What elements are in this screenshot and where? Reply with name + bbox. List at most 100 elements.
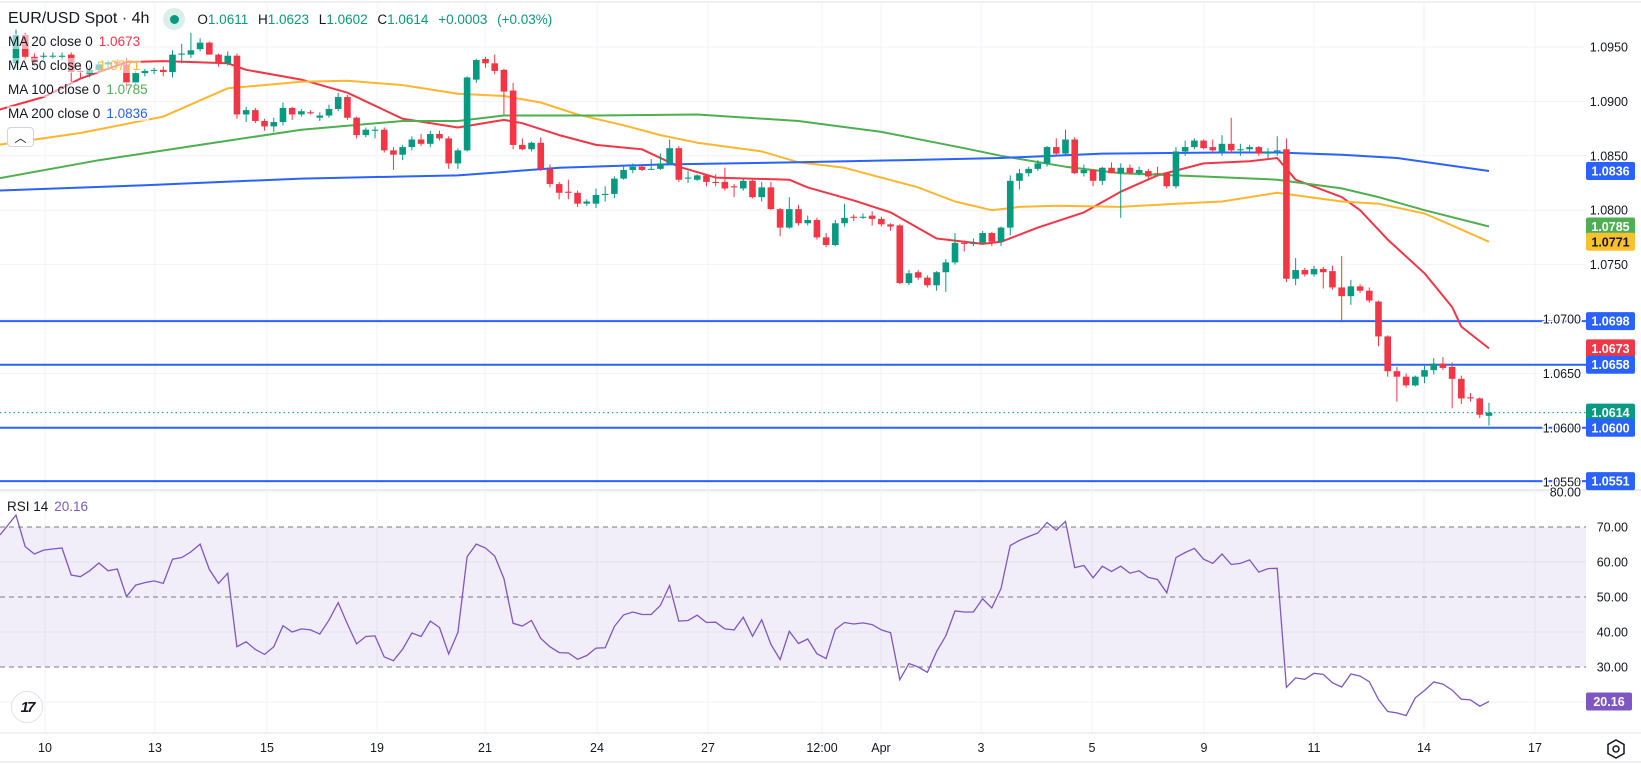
legend-ma200[interactable]: MA 200 close 0 1.0836 [7,106,149,121]
candle [390,147,397,170]
candle [850,214,858,222]
candle-body [1402,376,1410,386]
candle-body [1154,173,1161,175]
candle [868,211,876,226]
price-tag: 1.0600 [1586,418,1635,437]
candle-body [1117,167,1125,174]
legend-ma20[interactable]: MA 20 close 0 1.0673 [7,34,142,49]
price-tag: 1.0836 [1586,162,1635,181]
chevron-up-icon: ︿ [14,130,27,145]
candle-body [850,216,858,218]
candle [252,107,259,124]
rsi-line [0,513,1490,717]
price-tag-value: 1.0658 [1591,358,1629,372]
candle [408,136,416,151]
candle-body [1301,270,1309,275]
candle-body [123,64,130,83]
candle-body [574,192,581,204]
candle-body [58,55,66,57]
horizontal-lines[interactable] [0,320,1586,483]
candle [519,138,526,151]
candle [1467,392,1474,402]
candle [1218,135,1226,156]
candle [914,270,922,280]
price-tag: 1.0698 [1586,312,1635,331]
candle [279,102,287,126]
price-tag-value: 1.0785 [1591,220,1629,234]
candle [583,199,591,206]
candle [1283,138,1290,283]
change-value: +0.0003 [438,11,488,27]
candle-body [40,55,47,57]
candle-body [371,129,379,131]
candle [1237,143,1244,156]
legend-ma100[interactable]: MA 100 close 0 1.0785 [7,82,149,97]
candle-body [758,187,765,198]
candle [657,153,664,170]
candle-body [1172,151,1180,187]
candle-body [832,223,839,246]
legend-label: MA 100 close 0 [8,82,101,97]
candle [592,188,600,209]
candle-body [786,209,793,228]
candle-body [804,219,812,224]
change-percent: (+0.03%) [497,11,553,27]
ma-line-ma200 [0,151,1490,192]
candle-body [666,148,673,164]
price-tag-bg [1586,418,1635,437]
candle [1089,168,1097,187]
candle [703,174,710,187]
candle-body [988,233,996,242]
candle-body [436,134,443,139]
legend-ma50[interactable]: MA 50 close 0 1.0771 [7,58,142,73]
axes[interactable]: 10 13 15 19 21 24 27 12:00 Apr 3 5 9 11 14 17 1.0950 1.0… [38,41,1628,756]
price-tag-value: 1.0673 [1591,342,1629,356]
candle-body [1071,139,1078,174]
candle [1310,265,1318,277]
candle-body [1485,412,1493,416]
price-tag: 1.0673 [1586,339,1635,358]
legend-label: MA 20 close 0 [8,34,93,49]
price-tag-bg [1586,312,1635,331]
candle [1412,375,1419,387]
candle [1071,137,1078,175]
gear-icon[interactable] [1605,738,1627,760]
candle [795,204,802,226]
rsi-axis-label: 80.00 [1550,486,1581,500]
time-axis-label: 21 [478,741,492,755]
candle [841,203,848,227]
candle-body [1338,287,1345,297]
tradingview-logo[interactable]: 17 [11,691,43,723]
candle-body [1034,163,1042,169]
candle [1458,375,1465,404]
candle-body [307,112,314,114]
price-axis-label: 1.0700 [1543,313,1581,327]
candle-body [813,219,821,238]
candle [399,144,406,161]
candle [859,213,867,219]
candle-body [611,178,618,194]
candle [500,68,508,115]
candle [1209,139,1217,152]
candle-body [390,150,397,155]
candle-body [739,180,747,189]
candle-body [509,90,517,145]
symbol-title[interactable]: EUR/USD Spot · 4h [8,10,149,28]
candle [1181,140,1189,156]
ma-line-ma100 [0,113,1490,228]
candle [426,130,434,148]
candle [344,94,351,120]
price-axis-label: 1.0550 [1543,476,1581,490]
candle [611,176,618,199]
rsi-legend[interactable]: RSI 14 20.16 [7,499,88,514]
candle-body [1421,370,1428,377]
candle [1246,144,1253,152]
collapse-legend-button[interactable]: ︿ [7,127,34,147]
candle-body [1052,147,1060,154]
candle-body [141,70,149,74]
candle [150,67,158,75]
candle [555,181,563,200]
candle-body [215,54,222,64]
